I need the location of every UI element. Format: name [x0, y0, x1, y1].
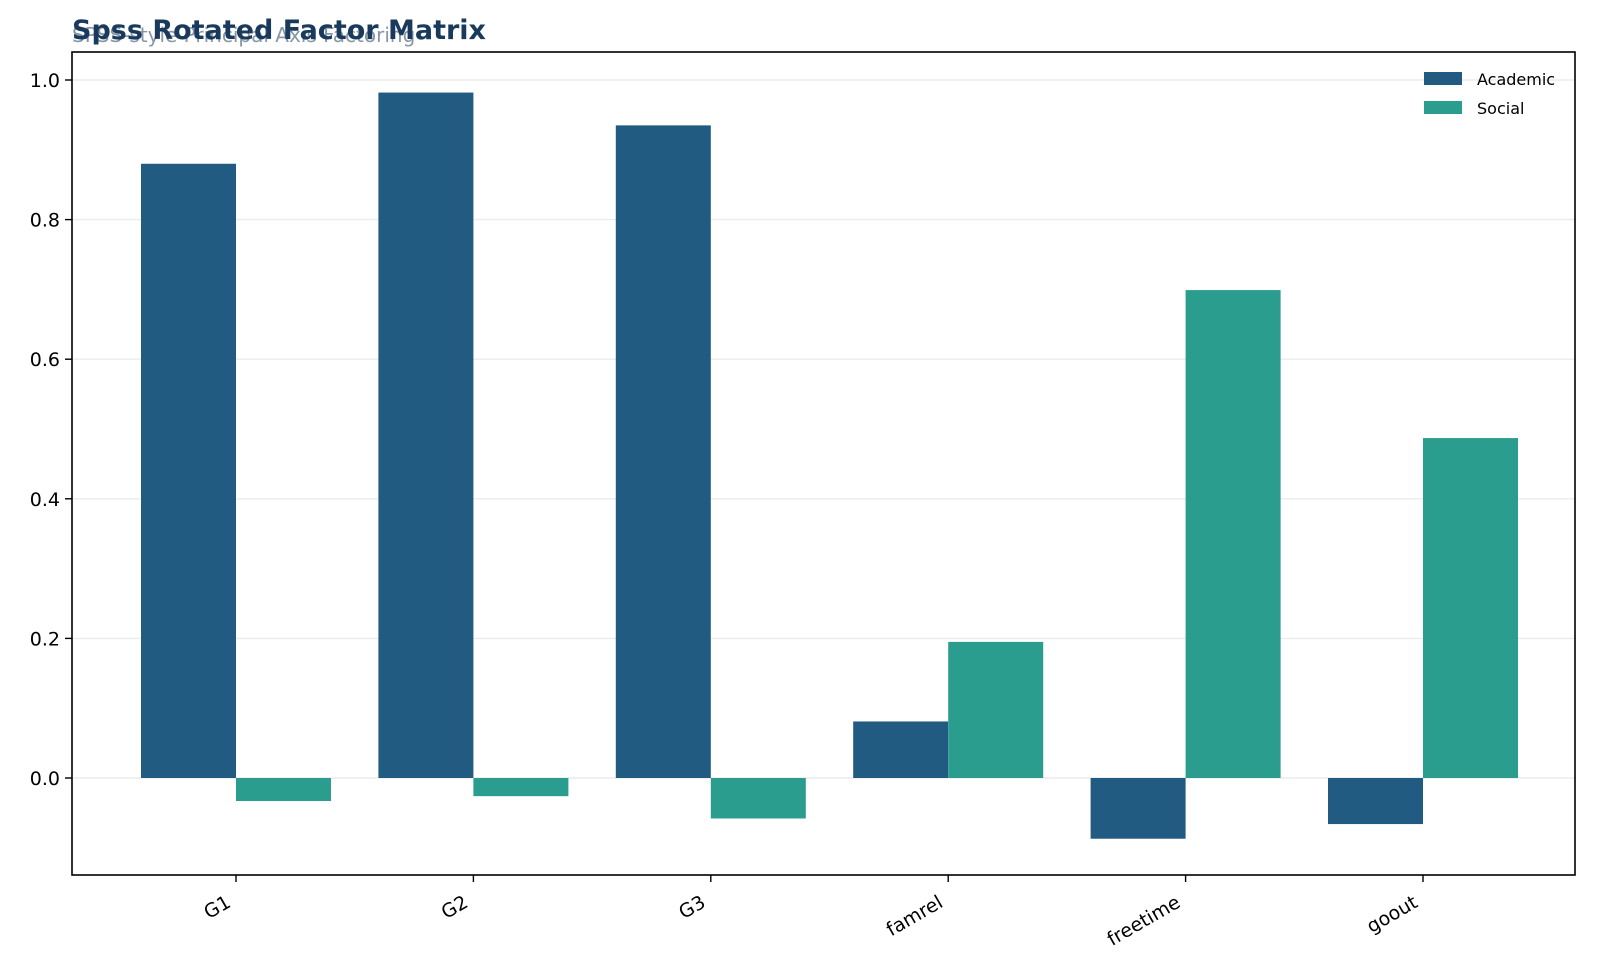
legend-swatch-academic [1424, 72, 1462, 85]
bar-academic-famrel [853, 721, 949, 778]
y-tick-label: 1.0 [30, 70, 60, 92]
bar-academic-freetime [1090, 778, 1186, 839]
bar-academic-goout [1328, 778, 1423, 825]
legend-label-social: Social [1477, 99, 1524, 118]
legend-label-academic: Academic [1477, 70, 1555, 89]
y-tick-label: 0.4 [30, 489, 60, 511]
bar-academic-g1 [141, 163, 236, 778]
bar-academic-g2 [378, 92, 474, 778]
bar-social-freetime [1185, 290, 1281, 778]
bar-social-g3 [710, 778, 806, 819]
y-tick-label: 0.6 [30, 349, 60, 371]
bar-social-g2 [473, 778, 569, 797]
y-tick-label: 0.0 [30, 768, 60, 790]
y-tick-label: 0.8 [30, 210, 60, 232]
y-tick-label: 0.2 [30, 628, 60, 650]
bars [141, 92, 1518, 839]
bar-social-famrel [948, 641, 1044, 778]
bar-social-g1 [236, 778, 331, 802]
legend: Academic Social [1424, 70, 1555, 118]
chart-subtitle: SPSS-style Principal Axis Factoring [72, 23, 415, 47]
bar-academic-g3 [615, 125, 711, 779]
gridlines [72, 79, 1575, 779]
legend-swatch-social [1424, 101, 1462, 114]
bar-social-goout [1423, 438, 1518, 778]
plot-frame [71, 51, 1576, 876]
chart-title: Spss Rotated Factor Matrix [72, 15, 486, 46]
